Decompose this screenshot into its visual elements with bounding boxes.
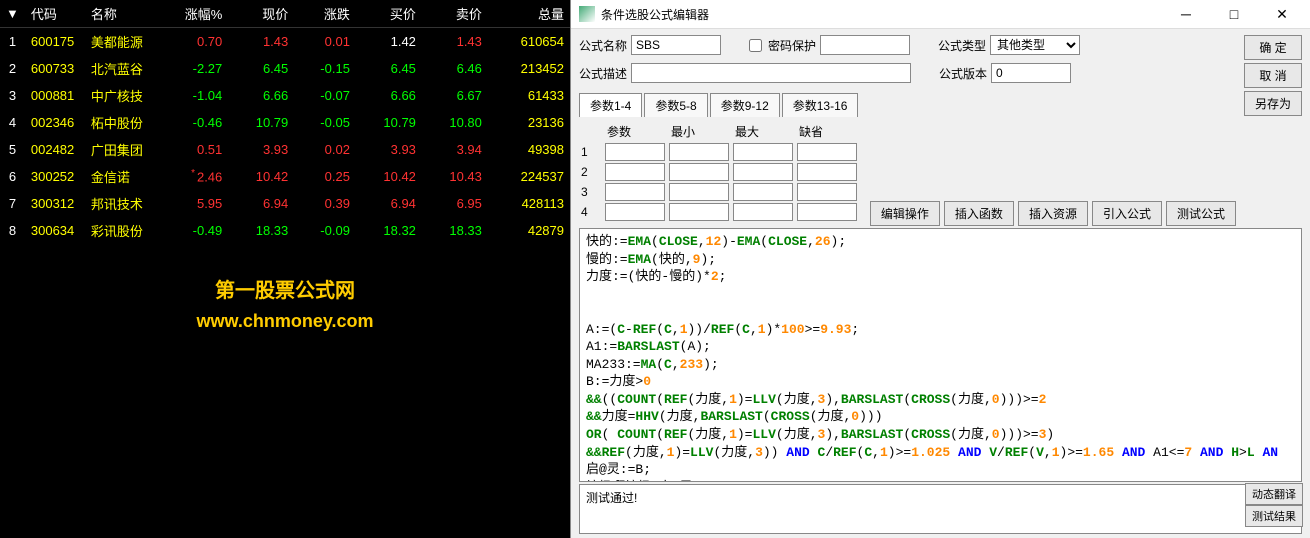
code-editor[interactable]: 快的:=EMA(CLOSE,12)-EMA(CLOSE,26); 慢的:=EMA… (579, 228, 1302, 482)
col-header[interactable]: 代码 (25, 0, 85, 28)
ok-button[interactable]: 确 定 (1244, 35, 1302, 60)
param-input[interactable] (733, 203, 793, 221)
param-input[interactable] (733, 163, 793, 181)
translate-button[interactable]: 动态翻译 (1245, 483, 1303, 505)
param-table: 参数最小最大缺省 1234 (579, 121, 859, 222)
param-input[interactable] (669, 143, 729, 161)
table-row[interactable]: 1600175美都能源0.701.430.011.421.43610654 (0, 28, 570, 56)
table-row[interactable]: 5002482广田集团0.513.930.023.933.9449398 (0, 136, 570, 163)
col-header[interactable]: 名称 (85, 0, 155, 28)
param-input[interactable] (605, 163, 665, 181)
formula-name-input[interactable] (631, 35, 721, 55)
titlebar: 条件选股公式编辑器 ─ □ ✕ (571, 0, 1310, 29)
col-header[interactable]: 涨跌 (294, 0, 356, 28)
password-input[interactable] (820, 35, 910, 55)
param-input[interactable] (669, 203, 729, 221)
param-input[interactable] (605, 183, 665, 201)
param-input[interactable] (733, 143, 793, 161)
formula-ver-input[interactable] (991, 63, 1071, 83)
formula-desc-input[interactable] (631, 63, 911, 83)
table-row[interactable]: 4002346柘中股份-0.4610.79-0.0510.7910.802313… (0, 109, 570, 136)
param-tab[interactable]: 参数9-12 (710, 93, 780, 117)
close-button[interactable]: ✕ (1262, 4, 1302, 24)
formula-type-select[interactable]: 其他类型 (990, 35, 1080, 55)
formula-desc-label: 公式描述 (579, 65, 627, 82)
param-input[interactable] (797, 163, 857, 181)
param-tab[interactable]: 参数1-4 (579, 93, 642, 117)
watermark-url: www.chnmoney.com (0, 311, 570, 332)
col-header[interactable]: 总量 (488, 0, 570, 28)
result-button[interactable]: 测试结果 (1245, 505, 1303, 527)
insert-res-button[interactable]: 插入资源 (1018, 201, 1088, 226)
table-row[interactable]: 7300312邦讯技术5.956.940.396.946.95428113 (0, 190, 570, 217)
watermark: 第一股票公式网 www.chnmoney.com (0, 274, 570, 332)
formula-name-label: 公式名称 (579, 37, 627, 54)
table-row[interactable]: 3000881中广核技-1.046.66-0.076.666.6761433 (0, 82, 570, 109)
param-tab[interactable]: 参数13-16 (782, 93, 859, 117)
stock-table: ▼代码名称涨幅%现价涨跌买价卖价总量 1600175美都能源0.701.430.… (0, 0, 570, 244)
param-input[interactable] (605, 143, 665, 161)
import-formula-button[interactable]: 引入公式 (1092, 201, 1162, 226)
saveas-button[interactable]: 另存为 (1244, 91, 1302, 116)
col-header[interactable]: 涨幅% (155, 0, 228, 28)
param-input[interactable] (605, 203, 665, 221)
window-title: 条件选股公式编辑器 (601, 6, 1166, 23)
col-header[interactable]: 买价 (356, 0, 422, 28)
insert-fn-button[interactable]: 插入函数 (944, 201, 1014, 226)
param-input[interactable] (797, 183, 857, 201)
formula-ver-label: 公式版本 (939, 65, 987, 82)
param-input[interactable] (669, 163, 729, 181)
param-input[interactable] (669, 183, 729, 201)
password-label: 密码保护 (768, 37, 816, 54)
col-header[interactable]: 现价 (228, 0, 294, 28)
table-row[interactable]: 6300252金信诺*2.4610.420.2510.4210.43224537 (0, 163, 570, 190)
param-input[interactable] (733, 183, 793, 201)
col-header[interactable]: 卖价 (422, 0, 488, 28)
test-formula-button[interactable]: 测试公式 (1166, 201, 1236, 226)
table-row[interactable]: 8300634彩讯股份-0.4918.33-0.0918.3218.334287… (0, 217, 570, 244)
app-icon (579, 6, 595, 22)
watermark-title: 第一股票公式网 (0, 274, 570, 303)
edit-ops-button[interactable]: 编辑操作 (870, 201, 940, 226)
test-result-text: 测试通过! (586, 491, 637, 505)
col-header[interactable]: ▼ (0, 0, 25, 28)
maximize-button[interactable]: □ (1214, 4, 1254, 24)
formula-type-label: 公式类型 (938, 37, 986, 54)
minimize-button[interactable]: ─ (1166, 4, 1206, 24)
password-checkbox[interactable] (749, 39, 762, 52)
result-area: 测试通过! 动态翻译 测试结果 (579, 484, 1302, 534)
param-input[interactable] (797, 143, 857, 161)
table-row[interactable]: 2600733北汽蓝谷-2.276.45-0.156.456.46213452 (0, 55, 570, 82)
cancel-button[interactable]: 取 消 (1244, 63, 1302, 88)
param-input[interactable] (797, 203, 857, 221)
param-tab[interactable]: 参数5-8 (644, 93, 707, 117)
